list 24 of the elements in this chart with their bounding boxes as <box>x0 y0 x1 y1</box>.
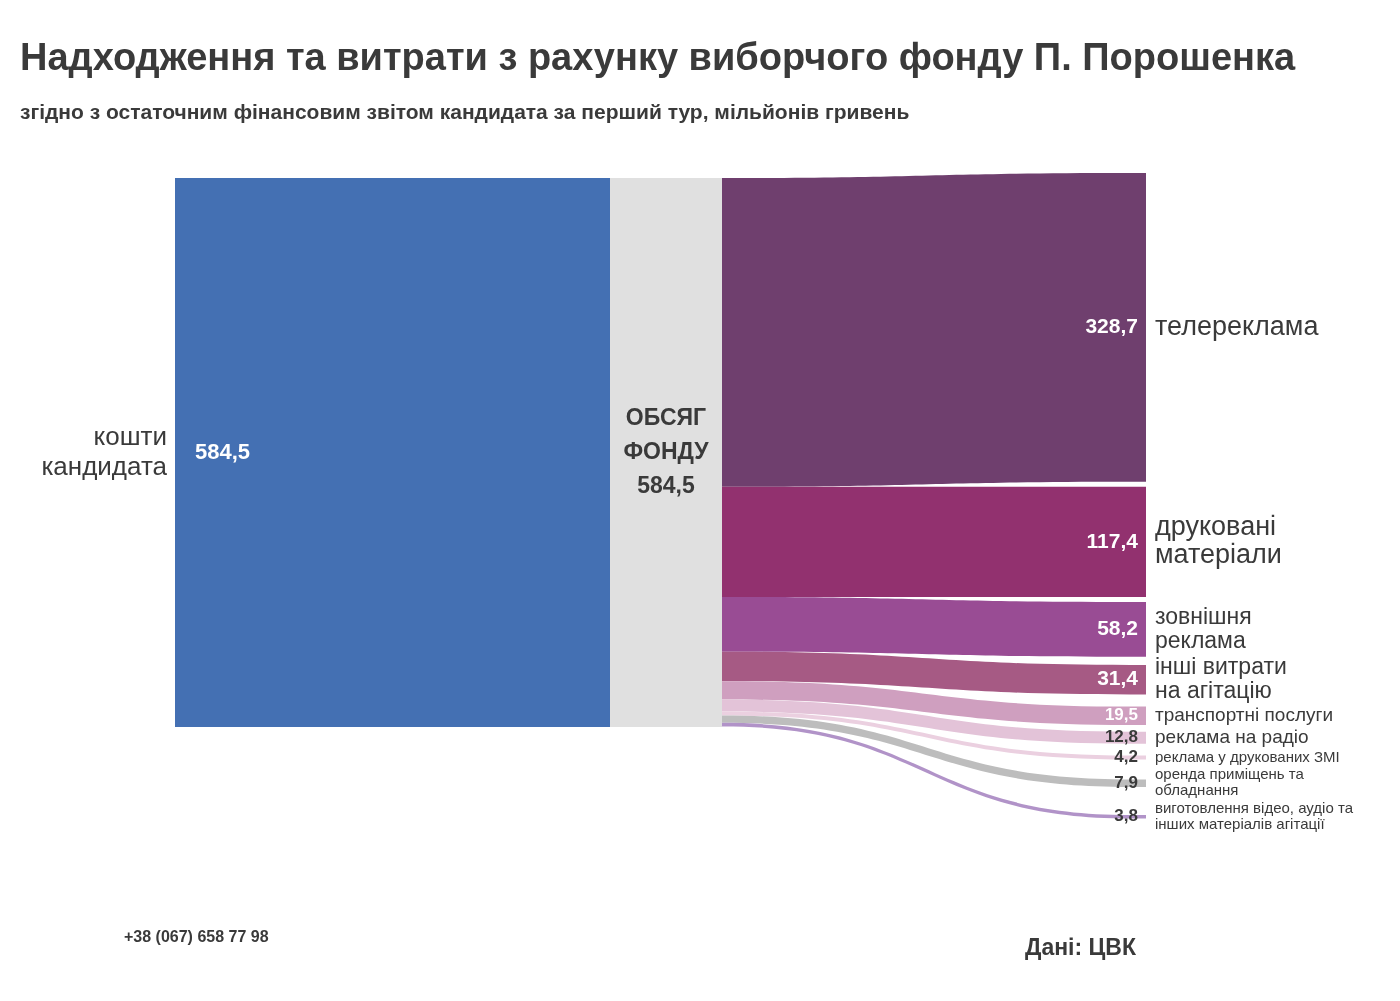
category-label: ОБСЯГ ФОНДУ <box>623 403 710 464</box>
data-label: 4,2 <box>1114 747 1138 767</box>
text: +38 (067) 658 77 98 <box>124 928 269 946</box>
text: Дані: ЦВК <box>1025 934 1136 961</box>
category-label: виготовлення відео, аудіо та інших матеріалів агітації <box>1155 798 1354 832</box>
category-label: реклама у друкованих ЗМІ <box>1155 747 1340 765</box>
category-label: друковані матеріали <box>1155 511 1282 570</box>
category-label: кошти кандидата <box>41 420 168 481</box>
category-label: телереклама <box>1155 310 1320 341</box>
data-label: 584,5 <box>637 471 695 498</box>
data-label: 7,9 <box>1114 772 1138 792</box>
text: Надходження та витрати з рахунку виборчого фонду П. Порошенка <box>20 36 1296 79</box>
category-label: реклама на радіо <box>1155 725 1309 747</box>
category-label: транспортні послуги <box>1155 704 1334 725</box>
category-label: інші витрати на агітацію <box>1155 652 1287 704</box>
data-label: 3,8 <box>1114 806 1138 826</box>
data-label: 19,5 <box>1104 705 1138 725</box>
text: згідно з остаточним фінансовим звітом кандидата за перший тур, мільйонів гривень <box>20 100 910 124</box>
data-label: 31,4 <box>1097 666 1139 690</box>
data-label: 117,4 <box>1086 528 1139 552</box>
data-label: 328,7 <box>1085 314 1138 338</box>
data-label: 12,8 <box>1104 727 1138 747</box>
data-label: 58,2 <box>1097 616 1138 640</box>
data-label: 584,5 <box>195 438 251 464</box>
